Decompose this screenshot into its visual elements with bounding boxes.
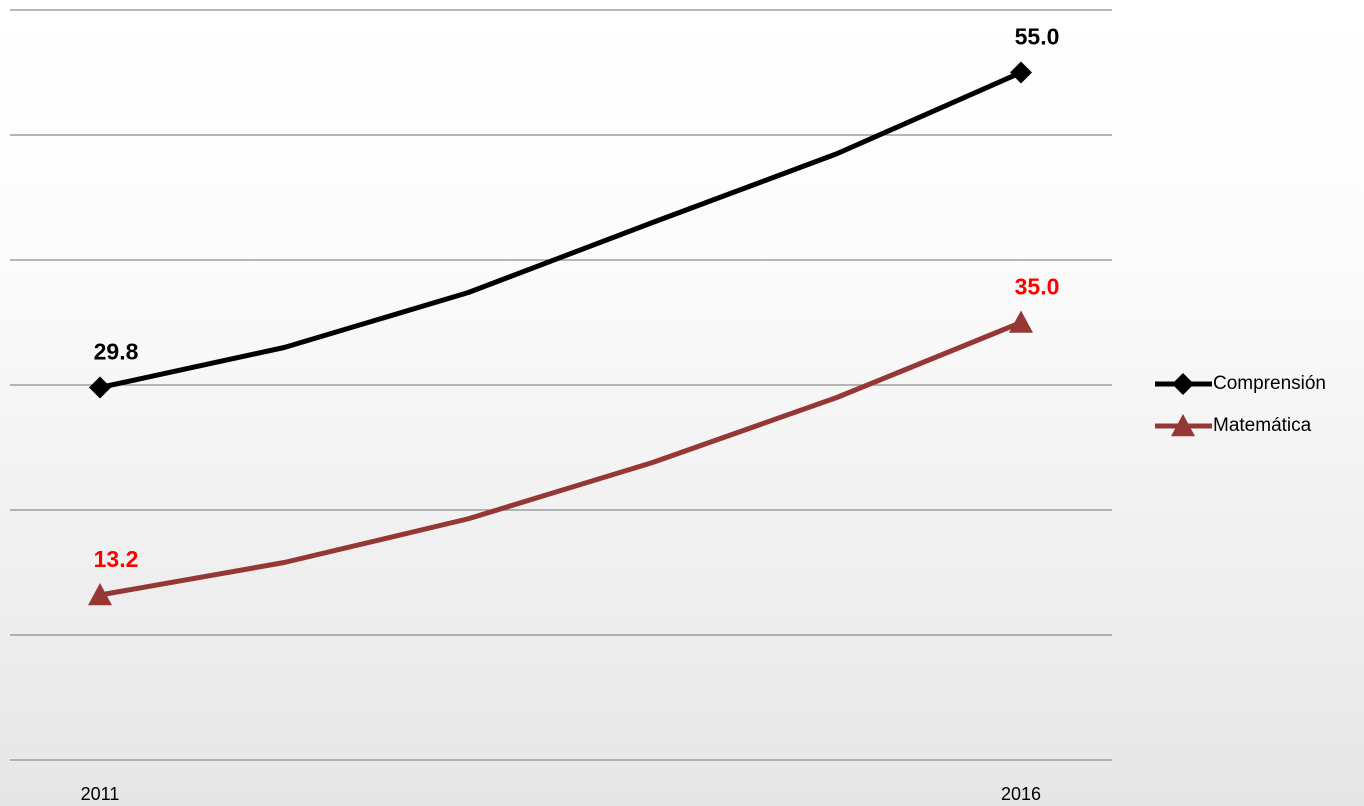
series-line (99, 70, 1023, 390)
data-label: 35.0 (1015, 274, 1060, 300)
point-marker (1010, 61, 1032, 84)
data-label: 29.8 (94, 339, 139, 365)
point-marker (88, 583, 112, 606)
legend-marker (1171, 414, 1195, 437)
data-label: 55.0 (1015, 24, 1060, 50)
legend-marker (1172, 373, 1194, 395)
legend-label: Matemática (1213, 415, 1312, 436)
point-marker (89, 376, 111, 399)
series-line (99, 320, 1022, 598)
data-label: 13.2 (94, 546, 139, 572)
x-tick-label: 2011 (81, 784, 120, 804)
legend-label: Comprensión (1213, 373, 1326, 394)
point-marker (1009, 310, 1033, 333)
x-tick-label: 2016 (1001, 784, 1041, 804)
